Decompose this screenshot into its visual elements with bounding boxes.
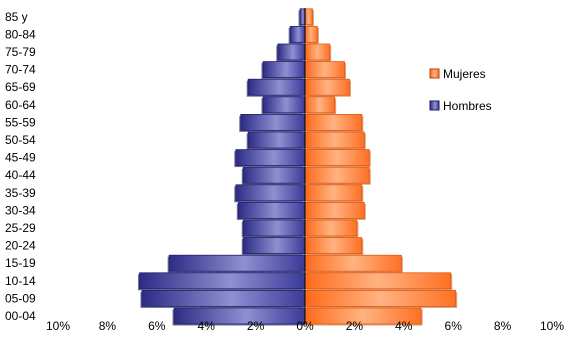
bar-mujeres bbox=[304, 78, 350, 96]
bar-hombres bbox=[262, 96, 306, 114]
legend-swatch-mujeres bbox=[429, 68, 440, 79]
y-tick-label: 15-19 bbox=[5, 256, 36, 270]
x-tick-label: 2% bbox=[346, 319, 364, 333]
bar-hombres bbox=[242, 237, 306, 255]
series-mujeres bbox=[304, 8, 458, 326]
bar-hombres bbox=[235, 149, 306, 167]
y-tick-label: 70-74 bbox=[5, 63, 36, 77]
bar-hombres bbox=[247, 78, 306, 96]
x-tick-label: 10% bbox=[540, 319, 564, 333]
x-tick-label: 0% bbox=[296, 319, 314, 333]
y-tick-label: 75-79 bbox=[5, 45, 36, 59]
legend-label-hombres: Hombres bbox=[443, 99, 492, 113]
x-tick-label: 6% bbox=[445, 319, 463, 333]
y-tick-label: 10-14 bbox=[5, 274, 36, 288]
x-tick-label: 4% bbox=[395, 319, 413, 333]
bar-hombres bbox=[139, 272, 306, 290]
bar-hombres bbox=[277, 43, 306, 61]
bar-mujeres bbox=[304, 25, 318, 43]
bar-mujeres bbox=[304, 219, 358, 237]
y-tick-label: 20-24 bbox=[5, 239, 36, 253]
x-tick-label: 2% bbox=[247, 319, 265, 333]
y-tick-label: 65-69 bbox=[5, 80, 36, 94]
bar-hombres bbox=[168, 254, 306, 272]
y-axis-labels: 85 y 80-84 75-79 70-74 65-69 60-64 55-59 50-54 4… bbox=[5, 10, 36, 323]
bar-mujeres bbox=[304, 201, 365, 219]
bar-mujeres bbox=[304, 237, 363, 255]
bar-mujeres bbox=[304, 272, 452, 290]
bar-mujeres bbox=[304, 8, 313, 26]
bar-hombres bbox=[235, 184, 306, 202]
series-hombres bbox=[138, 8, 306, 326]
legend: Mujeres Hombres bbox=[429, 67, 492, 113]
y-tick-label: 60-64 bbox=[5, 98, 36, 112]
x-axis-labels: 10% 8% 6% 4% 2% 0% 2% 4% 6% 8% 10% bbox=[46, 319, 564, 333]
x-tick-label: 8% bbox=[99, 319, 117, 333]
bar-mujeres bbox=[304, 43, 331, 61]
x-tick-label: 10% bbox=[46, 319, 70, 333]
bar-hombres bbox=[237, 201, 306, 219]
bar-mujeres bbox=[304, 289, 457, 307]
bar-mujeres bbox=[304, 166, 370, 184]
bar-hombres bbox=[240, 114, 306, 131]
x-tick-label: 6% bbox=[148, 319, 166, 333]
y-tick-label: 35-39 bbox=[5, 186, 36, 200]
bar-hombres bbox=[262, 61, 306, 78]
y-tick-label: 05-09 bbox=[5, 291, 36, 305]
y-tick-label: 50-54 bbox=[5, 133, 36, 147]
y-tick-label: 30-34 bbox=[5, 203, 36, 217]
bar-mujeres bbox=[304, 254, 402, 272]
y-tick-label: 85 y bbox=[5, 10, 28, 24]
x-tick-label: 4% bbox=[198, 319, 216, 333]
y-tick-label: 80-84 bbox=[5, 27, 36, 41]
bar-mujeres bbox=[304, 131, 365, 149]
bar-hombres bbox=[247, 131, 306, 149]
y-tick-label: 55-59 bbox=[5, 115, 36, 129]
bar-hombres bbox=[173, 307, 306, 325]
bar-mujeres bbox=[304, 61, 345, 78]
bar-mujeres bbox=[304, 96, 336, 114]
y-tick-label: 45-49 bbox=[5, 151, 36, 165]
y-tick-label: 25-29 bbox=[5, 221, 36, 235]
bar-hombres bbox=[289, 25, 306, 43]
bar-hombres bbox=[299, 8, 306, 26]
bar-hombres bbox=[242, 219, 306, 237]
y-tick-label: 40-44 bbox=[5, 168, 36, 182]
bar-hombres bbox=[242, 166, 306, 184]
bar-hombres bbox=[141, 289, 306, 307]
legend-swatch-hombres bbox=[429, 100, 440, 111]
x-tick-label: 8% bbox=[494, 319, 512, 333]
legend-label-mujeres: Mujeres bbox=[443, 67, 486, 81]
bar-mujeres bbox=[304, 149, 370, 167]
bar-mujeres bbox=[304, 114, 363, 131]
y-tick-label: 00-04 bbox=[5, 309, 36, 323]
bar-mujeres bbox=[304, 184, 363, 202]
